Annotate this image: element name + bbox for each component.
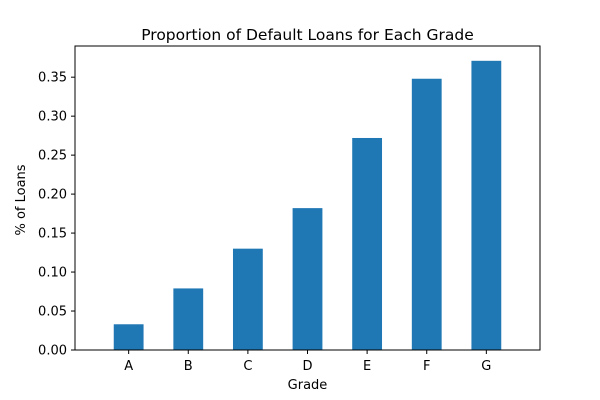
x-tick-label-E: E (363, 359, 371, 374)
y-tick-label-0.05: 0.05 (38, 305, 67, 320)
y-tick-label-0.00: 0.00 (38, 344, 67, 359)
bar-C (232, 248, 263, 350)
y-tick-label-0.25: 0.25 (38, 149, 67, 164)
bar-G (471, 60, 502, 351)
bar-A (113, 324, 144, 350)
x-tick-label-D: D (302, 359, 312, 374)
x-tick-label-F: F (423, 359, 430, 374)
y-tick-label-0.10: 0.10 (38, 266, 67, 281)
chart-title: Proportion of Default Loans for Each Gra… (141, 26, 474, 44)
bar-F (411, 78, 442, 351)
x-axis-ticks: A B C D E F G (124, 350, 491, 374)
y-tick-label-0.35: 0.35 (38, 71, 67, 86)
y-axis-ticks: 0.00 0.05 0.10 0.15 0.20 0.25 0.30 0.35 (38, 71, 75, 359)
bars-group (113, 60, 502, 351)
y-tick-label-0.20: 0.20 (38, 188, 67, 203)
x-axis-label: Grade (288, 378, 328, 393)
y-axis-label: % of Loans (14, 164, 29, 235)
x-tick-label-C: C (243, 359, 252, 374)
x-tick-label-G: G (481, 359, 491, 374)
bar-B (173, 288, 204, 350)
y-tick-label-0.30: 0.30 (38, 110, 67, 125)
x-tick-label-A: A (124, 359, 133, 374)
x-tick-label-B: B (184, 359, 193, 374)
bar-D (292, 208, 323, 350)
y-tick-label-0.15: 0.15 (38, 227, 67, 242)
bar-E (352, 137, 383, 350)
plot-frame (74, 45, 541, 351)
